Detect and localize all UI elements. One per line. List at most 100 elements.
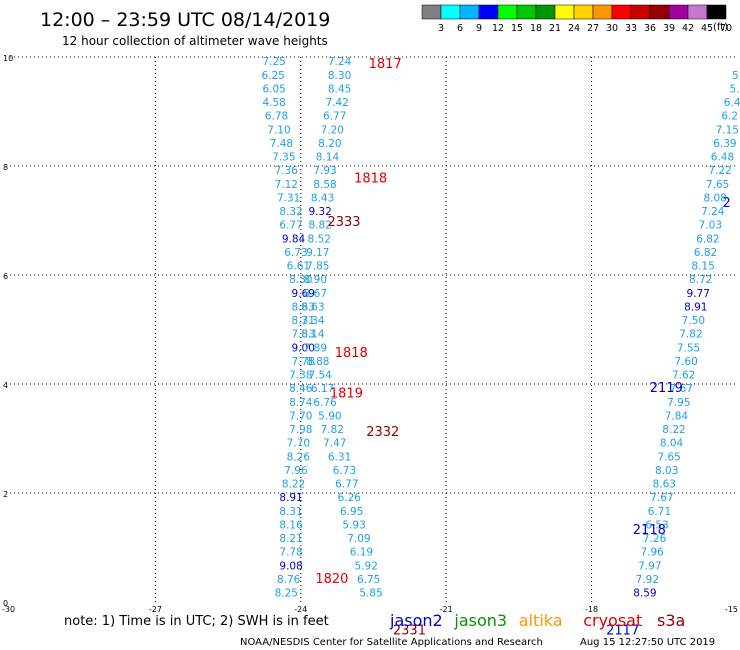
- wave-height-value: 7.78: [292, 356, 315, 368]
- wave-height-value: 7.24: [328, 56, 352, 68]
- legend-swatch: [554, 4, 575, 20]
- wave-height-value: 8.88: [306, 356, 329, 368]
- footer-credit: NOAA/NESDIS Center for Satellite Applica…: [240, 637, 543, 648]
- wave-height-value: 8.52: [308, 233, 331, 245]
- wave-height-value: 5.92: [355, 560, 378, 572]
- wave-height-value: 8.14: [301, 329, 325, 341]
- wave-height-value: 5.93: [342, 519, 365, 531]
- wave-height-value: 7.70: [287, 438, 310, 450]
- wave-height-value: 7.20: [321, 124, 344, 136]
- wave-height-value: 8.91: [684, 301, 707, 313]
- pass-labels: 1817 1818 2333 1818 1819 2332 1820 2331 2119 2118…: [315, 57, 730, 639]
- footer-note: note: 1) Time is in UTC; 2) SWH is in fe…: [64, 614, 329, 629]
- wave-height-value: 7.10: [267, 124, 290, 136]
- legend-bin-label: 36: [644, 23, 656, 34]
- wave-height-value: 5.90: [318, 410, 341, 422]
- legend-bin-label: 39: [663, 23, 675, 34]
- x-tick-label: -15: [725, 605, 738, 614]
- wave-height-value: 6.71: [648, 506, 671, 518]
- pass-label: 1819: [330, 387, 363, 402]
- wave-height-value: 6.31: [328, 451, 351, 463]
- wave-height-value: 6.82: [696, 233, 719, 245]
- legend-bin-label: 70: [720, 23, 732, 34]
- wave-height-value: 6.77: [323, 111, 346, 123]
- wave-height-value: 6.77: [335, 479, 358, 491]
- pass-label: 1817: [369, 57, 402, 72]
- wave-height-value: 8.45: [328, 83, 351, 95]
- wave-height-value: 8.30: [289, 274, 312, 286]
- wave-height-value: 8.67: [304, 288, 327, 300]
- legend-bin-label: 42: [682, 23, 694, 34]
- legend-bin-label: 3: [438, 23, 444, 34]
- wave-height-value: 8.22: [662, 424, 685, 436]
- wave-height-value: 7.82: [321, 424, 344, 436]
- wave-height-value: 6.19: [350, 547, 373, 559]
- wave-height-value: 7.97: [638, 560, 661, 572]
- wave-height-value: 7.84: [665, 410, 689, 422]
- wave-height-value: 7.96: [284, 465, 308, 477]
- wave-height-value: 6.25: [261, 70, 284, 82]
- wave-height-value: 6.2: [721, 111, 738, 123]
- pass-label: 1818: [335, 346, 368, 361]
- legend-swatch: [630, 4, 651, 20]
- pass-label: 1820: [315, 572, 348, 587]
- wave-height-value: 6.48: [711, 152, 734, 164]
- y-tick-label: 0: [3, 599, 8, 608]
- wave-height-value: 7.47: [323, 438, 346, 450]
- wave-height-value: 9.32: [308, 206, 331, 218]
- pass-label: 2332: [366, 425, 399, 440]
- wave-height-value: 6.75: [357, 574, 380, 586]
- wave-height-value: 5.85: [359, 588, 382, 600]
- wave-height-value: 9.84: [282, 233, 306, 245]
- wave-height-value: 8.43: [311, 192, 334, 204]
- y-tick-label: 4: [3, 381, 8, 390]
- wave-height-value: 8.30: [328, 70, 351, 82]
- wave-height-value: 6.39: [713, 138, 736, 150]
- wave-height-value: 7.09: [347, 533, 370, 545]
- wave-height-value: 8.21: [279, 533, 302, 545]
- wave-height-value: 7.50: [682, 315, 705, 327]
- wave-height-value: 6.82: [694, 247, 717, 259]
- wave-height-value: 7.98: [289, 424, 312, 436]
- legend-bin-label: 30: [606, 23, 618, 34]
- wave-height-value: 8.16: [279, 519, 303, 531]
- legend-swatch: [611, 4, 632, 20]
- wave-height-value: 7.89: [304, 342, 327, 354]
- wave-height-value: 7.82: [679, 329, 702, 341]
- wave-height-value: 8.58: [313, 179, 336, 191]
- wave-height-value: 7.67: [650, 492, 673, 504]
- wave-height-value: 6.4: [724, 97, 740, 109]
- wave-height-value: 9.69: [292, 288, 315, 300]
- wave-height-value: 7.67: [670, 383, 693, 395]
- wave-height-values: 7.25 6.256.05 4.58 6.787.10 7.48 7.357.36 7.12…: [261, 56, 740, 599]
- wave-height-value: 7.65: [657, 451, 680, 463]
- legend-bin-label: 15: [511, 23, 523, 34]
- legend-swatch: [535, 4, 556, 20]
- wave-height-value: 6.73: [284, 247, 307, 259]
- satellite-name: jason2: [389, 611, 443, 630]
- x-tick-label: -24: [294, 605, 307, 614]
- wave-height-value: 7.83: [292, 329, 315, 341]
- y-tick-label: 6: [3, 272, 8, 281]
- color-legend: 3 6 9 12 15 18 21 24 27 30 33 36 39 42 45 70: [421, 4, 732, 34]
- satellite-legend: jason2 jason3 altika cryosat s3a: [389, 611, 685, 630]
- wave-height-value: 8.26: [287, 451, 311, 463]
- wave-height-value: 6.76: [313, 397, 337, 409]
- legend-swatch: [440, 4, 461, 20]
- legend-bin-label: 33: [625, 23, 637, 34]
- wave-height-value: 7.54: [308, 370, 332, 382]
- wave-height-value: 7.93: [313, 165, 336, 177]
- wave-height-value: 7.55: [677, 342, 700, 354]
- legend-swatch: [706, 4, 727, 20]
- wave-height-value: 8.90: [304, 274, 327, 286]
- wave-height-value: 7.78: [279, 547, 302, 559]
- pass-label: 2118: [633, 523, 666, 538]
- wave-height-value: 7.70: [289, 410, 312, 422]
- pass-label: 2333: [327, 215, 360, 230]
- wave-height-value: 8.32: [279, 206, 302, 218]
- legend-swatch: [649, 4, 670, 20]
- legend-swatch: [687, 4, 708, 20]
- x-tick-label: -30: [2, 605, 15, 614]
- legend-bin-label: 24: [568, 23, 580, 34]
- legend-swatch: [516, 4, 537, 20]
